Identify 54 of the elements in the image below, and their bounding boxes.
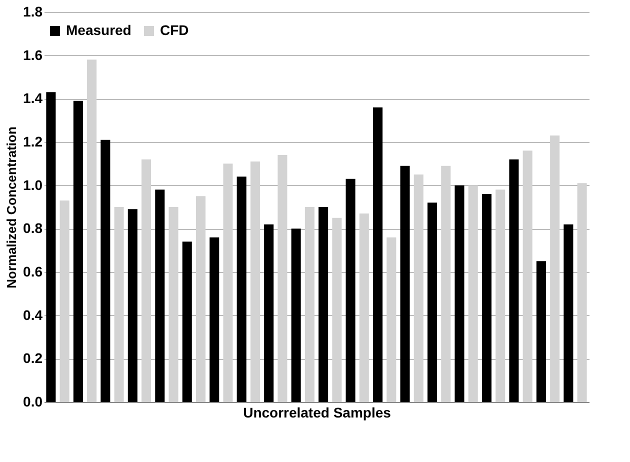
bar: [577, 183, 587, 402]
legend-label: Measured: [66, 22, 132, 38]
bar: [168, 207, 178, 402]
bar: [414, 174, 424, 402]
bar: [73, 100, 83, 402]
bar: [522, 150, 532, 402]
bar: [182, 242, 192, 402]
y-tick-label: 0.6: [23, 264, 43, 280]
bar: [46, 92, 56, 402]
bar: [373, 107, 383, 402]
y-axis-title: Normalized Concentration: [4, 126, 20, 288]
y-tick-label: 1.8: [23, 4, 43, 20]
bar: [468, 185, 478, 402]
bar: [278, 155, 288, 402]
bar: [400, 166, 410, 402]
bar: [210, 237, 220, 402]
bar: [332, 218, 342, 402]
bar: [482, 194, 492, 402]
bar: [291, 228, 301, 402]
bar: [386, 237, 396, 402]
bar: [454, 185, 464, 402]
y-tick-label: 1.6: [23, 46, 43, 63]
bar: [223, 164, 233, 402]
bar: [236, 176, 246, 402]
bar: [304, 207, 314, 402]
bar: [60, 200, 70, 402]
bar: [427, 202, 438, 402]
y-tick-label: 1.2: [23, 134, 43, 150]
bar: [128, 209, 138, 402]
x-axis-title: Uncorrelated Samples: [243, 404, 392, 420]
bar: [318, 207, 328, 402]
bar: [509, 159, 519, 402]
bar: [155, 190, 165, 402]
bar: [87, 60, 97, 402]
y-tick-label: 1.4: [23, 90, 43, 106]
y-tick-label: 0.8: [23, 220, 43, 236]
y-tick-label: 0.0: [23, 394, 43, 410]
y-tick-label: 1.0: [23, 176, 43, 193]
bar: [496, 190, 506, 402]
y-tick-label: 0.4: [23, 306, 43, 323]
bar: [100, 140, 110, 402]
bar: [250, 162, 260, 402]
bar: [536, 261, 546, 402]
bar: [550, 136, 560, 402]
bar: [564, 224, 574, 402]
bar: [346, 178, 356, 402]
legend-label: CFD: [160, 22, 189, 38]
bar: [114, 207, 124, 402]
bar: [264, 224, 274, 402]
y-tick-label: 0.2: [23, 350, 43, 366]
bar: [142, 159, 152, 402]
bar: [441, 166, 451, 402]
bar: [196, 196, 206, 402]
bar: [359, 214, 369, 402]
